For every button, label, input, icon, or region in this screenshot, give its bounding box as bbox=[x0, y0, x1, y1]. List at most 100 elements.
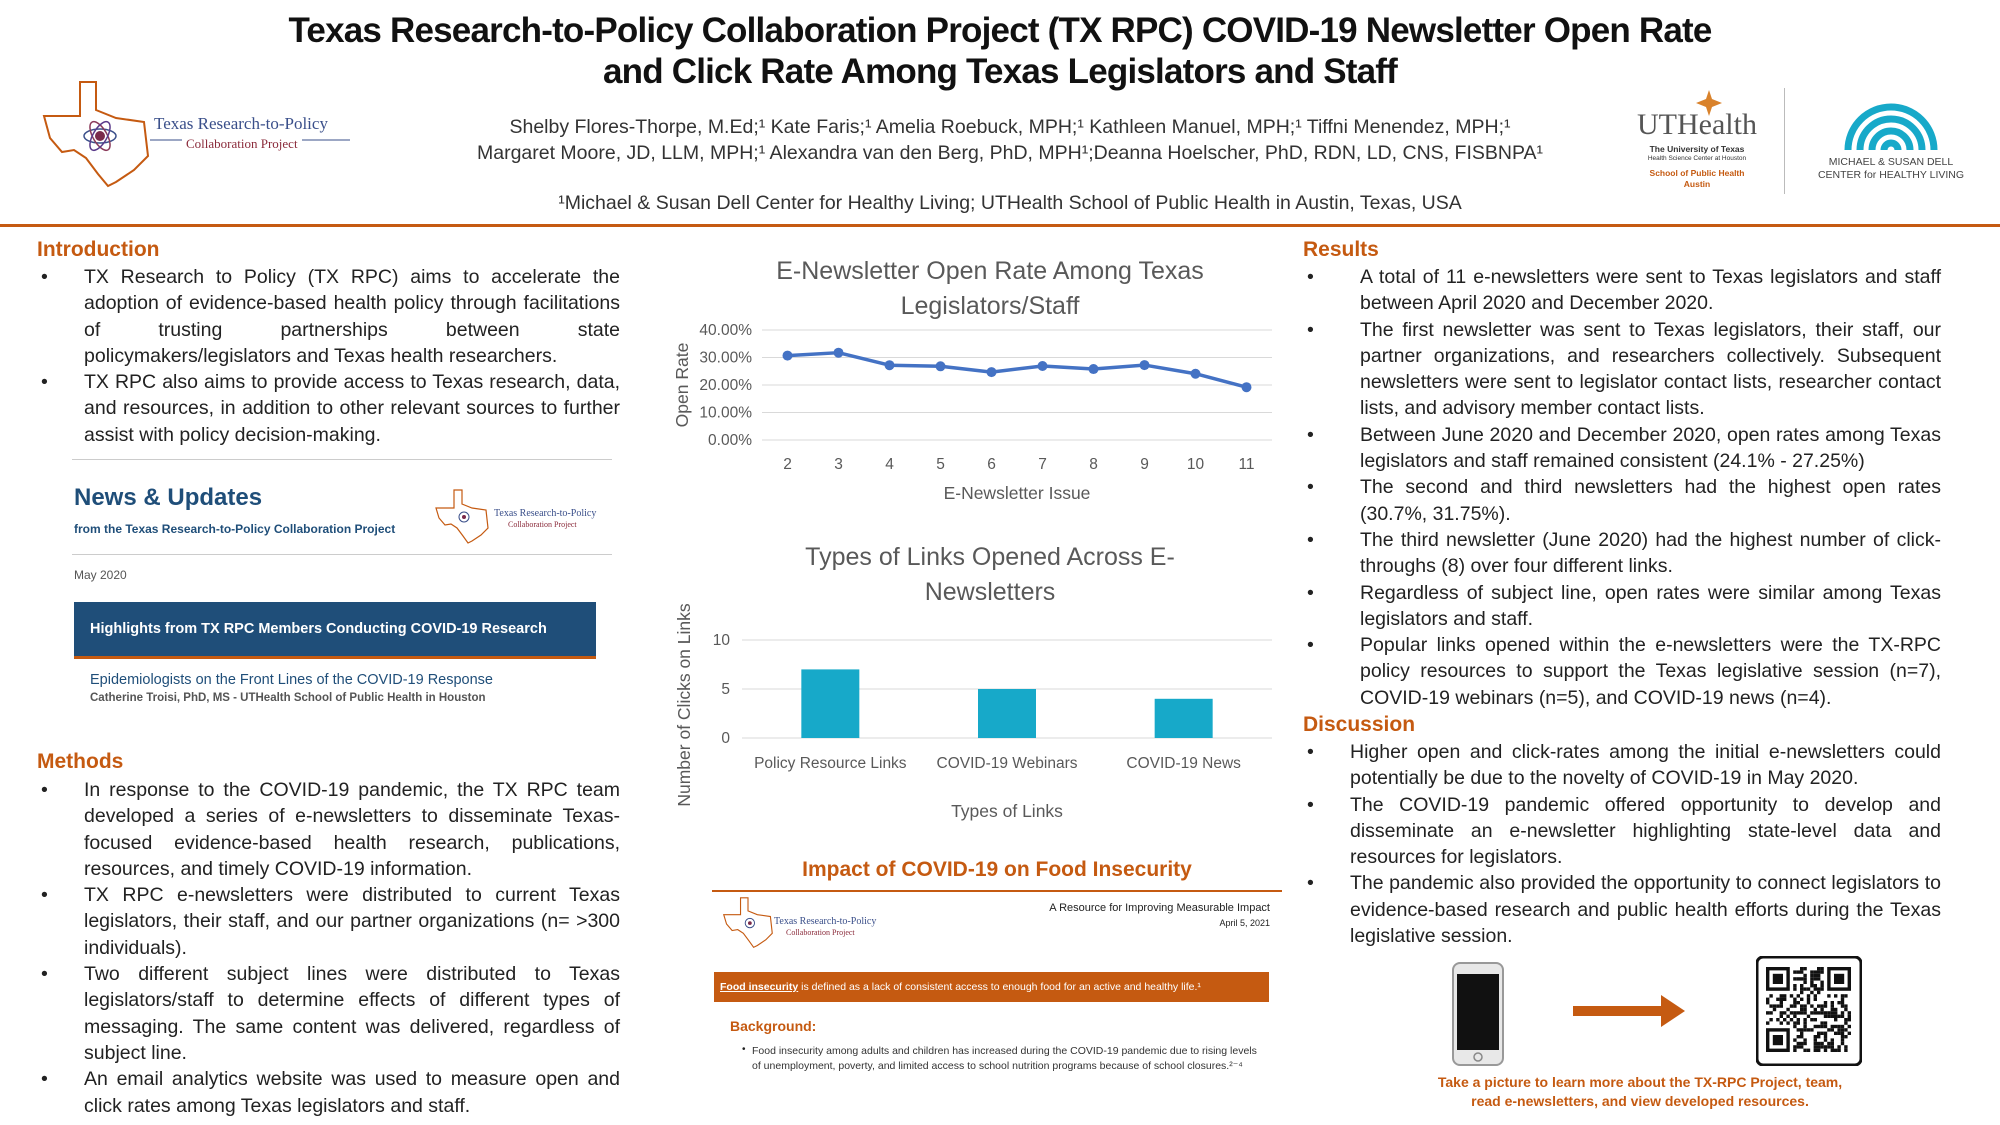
affiliation: ¹Michael & Susan Dell Center for Healthy… bbox=[558, 192, 1462, 214]
qr-module bbox=[1800, 977, 1804, 981]
txrpc-logo: Texas Research-to-Policy Collaboration P… bbox=[36, 78, 356, 188]
methods-list: In response to the COVID-19 pandemic, th… bbox=[37, 777, 620, 1119]
qr-module bbox=[1779, 1021, 1783, 1025]
qr-module bbox=[1813, 973, 1817, 978]
qr-module bbox=[1793, 1045, 1797, 1049]
newsletter-banner-text: Highlights from TX RPC Members Conductin… bbox=[90, 621, 547, 637]
qr-module bbox=[1783, 997, 1787, 1001]
qr-module bbox=[1817, 967, 1821, 971]
qr-module bbox=[1793, 1014, 1797, 1018]
qr-module bbox=[1837, 1001, 1841, 1005]
qr-module bbox=[1844, 1018, 1848, 1022]
food-date: April 5, 2021 bbox=[1219, 918, 1270, 928]
y-tick-label: 5 bbox=[721, 681, 730, 698]
qr-module bbox=[1823, 1045, 1828, 1049]
qr-code-icon[interactable] bbox=[1756, 956, 1862, 1066]
food-background-heading: Background: bbox=[730, 1018, 817, 1034]
qr-module bbox=[1827, 1011, 1831, 1015]
qr-module bbox=[1813, 970, 1817, 974]
qr-module bbox=[1837, 1028, 1841, 1032]
texas-outline-icon bbox=[435, 489, 489, 544]
qr-module bbox=[1817, 1031, 1821, 1035]
list-item: In response to the COVID-19 pandemic, th… bbox=[37, 777, 620, 882]
qr-module bbox=[1800, 1011, 1804, 1015]
authors-line-1: Shelby Flores-Thorpe, M.Ed;¹ Kate Faris;… bbox=[509, 116, 1511, 138]
qr-module bbox=[1803, 1018, 1807, 1022]
qr-module bbox=[1776, 1004, 1780, 1008]
qr-module bbox=[1820, 980, 1824, 984]
y-axis-label: Open Rate bbox=[672, 343, 692, 428]
newsletter-image: News & Updates from the Texas Research-t… bbox=[72, 470, 612, 720]
qr-module bbox=[1796, 1045, 1800, 1049]
qr-module bbox=[1810, 984, 1814, 988]
qr-module bbox=[1783, 1011, 1787, 1015]
txrpc-logo-line2: Collaboration Project bbox=[182, 136, 302, 152]
qr-module bbox=[1796, 1018, 1800, 1022]
data-point bbox=[833, 347, 844, 358]
x-tick-label: 11 bbox=[1238, 456, 1254, 473]
qr-module bbox=[1827, 1014, 1831, 1018]
qr-finder bbox=[1772, 973, 1783, 984]
qr-module bbox=[1823, 1035, 1828, 1039]
qr-module bbox=[1800, 990, 1804, 995]
qr-module bbox=[1827, 1041, 1831, 1046]
qr-module bbox=[1820, 1045, 1824, 1049]
qr-caption-line2: read e-newsletters, and view developed r… bbox=[1471, 1093, 1809, 1109]
qr-module bbox=[1847, 1014, 1851, 1018]
arrow-right-icon bbox=[1573, 995, 1685, 1027]
qr-module bbox=[1800, 1045, 1804, 1049]
newsletter-date: May 2020 bbox=[74, 568, 127, 582]
qr-module bbox=[1779, 1011, 1783, 1015]
qr-module bbox=[1810, 973, 1814, 978]
qr-module bbox=[1796, 1011, 1800, 1015]
qr-module bbox=[1840, 1001, 1845, 1005]
x-tick-label: 6 bbox=[987, 456, 996, 473]
qr-module bbox=[1817, 1041, 1821, 1046]
qr-module bbox=[1817, 1024, 1821, 1029]
dell-line1: MICHAEL & SUSAN DELL bbox=[1828, 156, 1954, 168]
qr-module bbox=[1803, 1011, 1807, 1015]
qr-module bbox=[1800, 984, 1804, 988]
qr-module bbox=[1844, 1028, 1848, 1032]
qr-module bbox=[1806, 1028, 1811, 1032]
qr-module bbox=[1779, 997, 1783, 1001]
x-tick-label: COVID-19 Webinars bbox=[937, 755, 1078, 772]
qr-module bbox=[1840, 1028, 1845, 1032]
qr-module bbox=[1796, 1041, 1800, 1046]
x-tick-label: 3 bbox=[834, 456, 843, 473]
list-item: TX RPC also aims to provide access to Te… bbox=[37, 369, 620, 448]
list-item: The second and third newsletters had the… bbox=[1303, 474, 1941, 527]
qr-module bbox=[1834, 1048, 1838, 1052]
qr-module bbox=[1813, 1024, 1817, 1029]
list-item: The pandemic also provided the opportuni… bbox=[1303, 870, 1941, 949]
food-definition: Food insecurity is defined as a lack of … bbox=[714, 972, 1269, 993]
data-point bbox=[1139, 360, 1150, 371]
qr-module bbox=[1830, 1011, 1834, 1015]
texas-outline-icon bbox=[722, 897, 773, 949]
qr-module bbox=[1830, 1001, 1834, 1005]
qr-module bbox=[1830, 1048, 1834, 1052]
list-item: TX Research to Policy (TX RPC) aims to a… bbox=[37, 264, 620, 369]
qr-module bbox=[1796, 977, 1800, 981]
qr-module bbox=[1810, 990, 1814, 995]
qr-module bbox=[1823, 1021, 1828, 1025]
qr-module bbox=[1766, 1011, 1770, 1015]
qr-module bbox=[1806, 987, 1811, 991]
x-tick-label: 10 bbox=[1187, 456, 1205, 473]
qr-module bbox=[1789, 1004, 1794, 1008]
qr-module bbox=[1793, 1004, 1797, 1008]
newsletter-logo-line1: Texas Research-to-Policy bbox=[494, 508, 597, 519]
qr-module bbox=[1810, 1011, 1814, 1015]
qr-module bbox=[1800, 970, 1804, 974]
newsletter-logo-line2: Collaboration Project bbox=[508, 520, 577, 529]
uthealth-city: Austin bbox=[1683, 179, 1711, 189]
bar bbox=[801, 669, 860, 738]
qr-module bbox=[1803, 977, 1807, 981]
qr-module bbox=[1783, 1018, 1787, 1022]
qr-module bbox=[1800, 1031, 1804, 1035]
qr-module bbox=[1800, 1004, 1804, 1008]
qr-module bbox=[1803, 1021, 1807, 1025]
qr-module bbox=[1806, 1048, 1811, 1052]
qr-module bbox=[1817, 1004, 1821, 1008]
qr-module bbox=[1803, 1007, 1807, 1012]
